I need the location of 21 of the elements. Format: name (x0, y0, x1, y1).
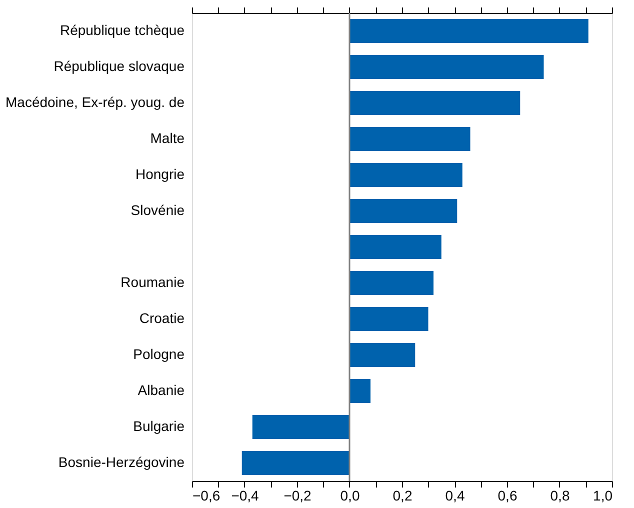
x-tick-label: −0,2 (284, 488, 312, 504)
x-tick-label: −0,4 (231, 488, 260, 504)
y-tick-label: Roumanie (120, 274, 185, 290)
x-tick-label: 0,6 (498, 488, 518, 504)
x-tick-label: 0,8 (550, 488, 570, 504)
y-tick-label: Bosnie-Herzégovine (58, 454, 185, 470)
y-tick-label: République slovaque (54, 58, 185, 74)
x-tick-label: 1,0 (593, 488, 613, 504)
y-tick-label: Albanie (138, 382, 185, 398)
y-tick-label: Malte (150, 130, 185, 146)
x-tick-label: 0,2 (392, 488, 412, 504)
y-tick-label: Hongrie (135, 166, 185, 182)
x-tick-label: 0,0 (340, 488, 360, 504)
x-tick-label: 0,4 (445, 488, 465, 504)
y-tick-label: Croatie (139, 310, 185, 326)
y-tick-label: Slovénie (130, 202, 185, 218)
y-tick-label: République tchèque (60, 22, 185, 38)
x-tick-label: −0,6 (192, 488, 220, 504)
y-tick-label: Macédoine, Ex-rép. youg. de (6, 94, 185, 110)
y-tick-label: Pologne (133, 346, 185, 362)
y-tick-label: Bulgarie (133, 418, 185, 434)
